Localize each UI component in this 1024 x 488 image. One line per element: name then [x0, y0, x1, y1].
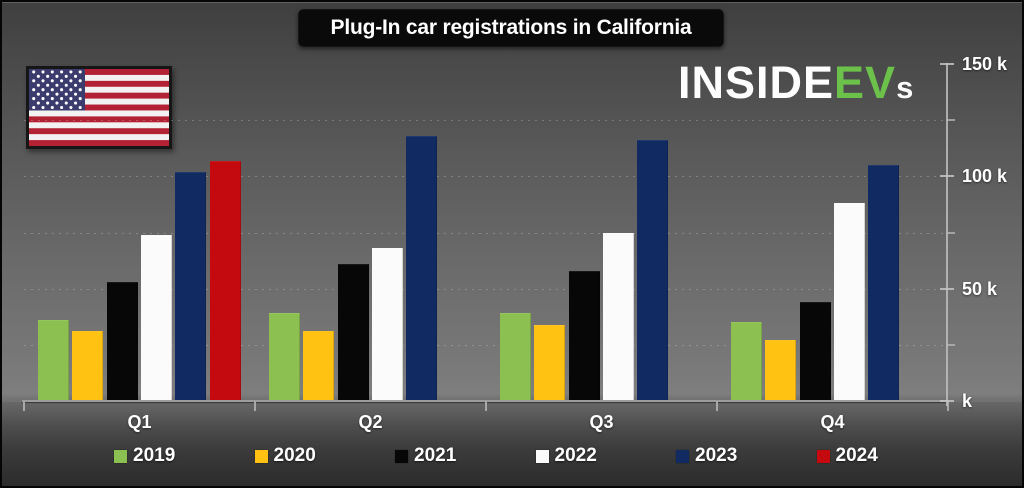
legend-item-2019: 2019 [114, 445, 175, 467]
legend-swatch-2022 [535, 449, 549, 463]
us-flag-icon [26, 66, 172, 149]
legend-item-2024: 2024 [816, 445, 878, 467]
bar-2021-q3 [568, 270, 600, 401]
bar-2023-q3 [637, 140, 669, 401]
x-axis-tick [947, 401, 949, 411]
x-axis-label-q3: Q3 [589, 412, 614, 432]
chart-title-box: Plug-In car registrations in California [298, 9, 724, 47]
x-axis-tick [254, 401, 256, 411]
bar-2023-q4 [868, 165, 900, 401]
y-axis-label-0: k [962, 391, 973, 411]
bar-2022-q1 [140, 234, 172, 401]
legend-item-2021: 2021 [395, 445, 456, 467]
y-axis-tick-100 [940, 175, 954, 178]
x-axis-tick [716, 401, 718, 411]
legend-swatch-2019 [114, 449, 127, 463]
bar-2020-q2 [303, 331, 335, 401]
legend-label-2019: 2019 [133, 445, 176, 466]
chart-floor-band [2, 402, 1022, 486]
bar-2020-q1 [72, 331, 104, 401]
legend-swatch-2020 [254, 449, 268, 463]
bar-2022-q2 [371, 248, 403, 401]
legend-label-2021: 2021 [414, 445, 457, 466]
y-axis-label-150: 150 k [962, 54, 1008, 74]
gridline-100k [24, 176, 947, 178]
legend-item-2022: 2022 [535, 445, 597, 467]
legend-swatch-2021 [395, 449, 408, 463]
bar-2019-q2 [268, 313, 300, 401]
x-axis-label-q4: Q4 [820, 412, 845, 432]
legend-item-2020: 2020 [254, 445, 316, 467]
bar-2021-q1 [106, 281, 138, 401]
bar-2023-q1 [175, 171, 207, 401]
gridline-125k [24, 120, 947, 122]
bar-2019-q1 [37, 320, 69, 401]
bar-2020-q3 [534, 324, 566, 401]
legend-label-2024: 2024 [835, 445, 878, 466]
x-axis-tick [485, 401, 487, 411]
x-axis-label-q1: Q1 [127, 412, 152, 432]
y-axis-minor-tick-75 [947, 231, 955, 234]
x-axis-tick [23, 401, 25, 411]
legend: 2019 2020 2021 2022 2023 2024 [2, 445, 1022, 469]
bar-2020-q4 [765, 340, 797, 401]
bar-2023-q2 [406, 135, 438, 401]
y-axis-minor-tick-125 [947, 119, 955, 122]
bar-2019-q4 [730, 322, 762, 401]
legend-label-2023: 2023 [695, 445, 738, 466]
bar-2021-q2 [337, 264, 369, 401]
bar-2022-q3 [602, 232, 634, 401]
y-axis-tick-150 [940, 63, 954, 65]
y-axis-tick-0 [940, 400, 954, 402]
us-flag-image [29, 69, 169, 146]
logo-text-s: s [896, 70, 914, 105]
legend-item-2023: 2023 [676, 445, 737, 467]
bar-2022-q4 [833, 203, 865, 401]
y-axis-minor-tick-25 [947, 343, 955, 346]
insideevs-logo: INSIDEEVs [678, 57, 913, 109]
gridline-75k [24, 232, 947, 234]
legend-swatch-2024 [816, 449, 830, 463]
bar-2024-q1 [209, 160, 241, 401]
bar-2021-q4 [799, 302, 831, 401]
legend-label-2020: 2020 [273, 445, 316, 466]
logo-text-inside: INSIDE [678, 57, 835, 108]
y-axis-line [946, 63, 948, 406]
y-axis-label-50: 50 k [962, 278, 998, 299]
gridline-50k [24, 288, 947, 290]
gridline-25k [24, 344, 947, 346]
x-axis-label-q2: Q2 [358, 412, 383, 432]
y-axis-tick-50 [940, 287, 954, 290]
legend-label-2022: 2022 [554, 445, 597, 466]
logo-text-ev: EV [834, 57, 897, 108]
y-axis-label-100: 100 k [962, 166, 1008, 187]
chart-title: Plug-In car registrations in California [330, 16, 692, 39]
plot-area [24, 64, 947, 401]
legend-swatch-2023 [676, 449, 689, 463]
bar-2019-q3 [499, 313, 531, 401]
